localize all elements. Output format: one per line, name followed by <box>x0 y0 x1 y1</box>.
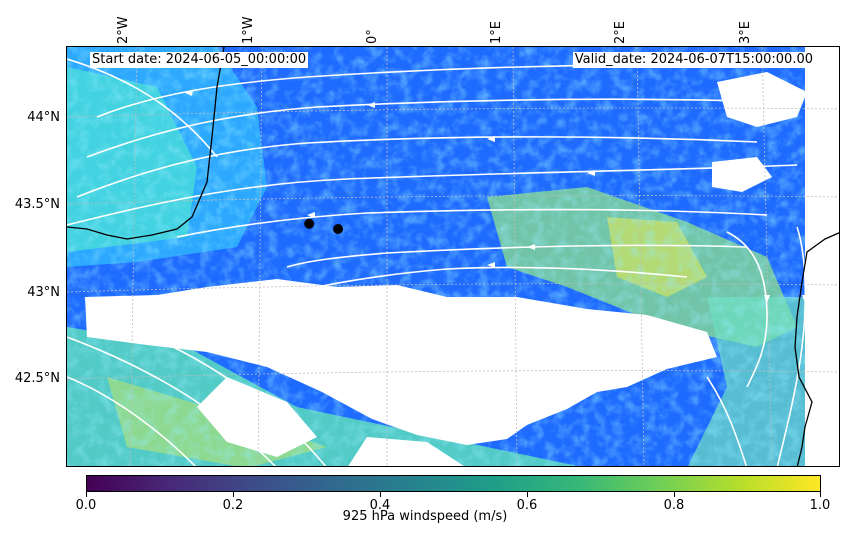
colorbar-tick <box>233 492 234 497</box>
streamline-10 <box>67 58 218 158</box>
colorbar-title: 925 hPa windspeed (m/s) <box>342 509 508 524</box>
colorbar-tick <box>674 492 675 497</box>
windspeed-map <box>67 47 839 466</box>
streamline-9 <box>776 226 807 466</box>
streamline-arrows <box>185 90 808 409</box>
no-data-mask-east-edge <box>805 47 839 466</box>
streamline-8 <box>726 231 768 388</box>
streamline-arrow <box>487 262 495 268</box>
lon-tick-3e: 3°E <box>738 21 753 44</box>
location-marker-2 <box>333 224 344 234</box>
colorbar <box>86 475 821 492</box>
colorbar-label-1: 1.0 <box>809 498 831 513</box>
streamline-7 <box>316 266 688 288</box>
streamline-arrow <box>802 295 808 303</box>
streamline-11 <box>67 336 277 466</box>
lat-tick-44n: 44°N <box>27 110 60 125</box>
no-data-mask-northeast <box>717 72 807 127</box>
lon-tick-1w: 1°W <box>241 16 256 44</box>
no-data-mask-pyrenees <box>85 279 717 445</box>
streamline-5 <box>176 208 768 238</box>
start-date-label: Start date: 2024-06-05_00:00:00 <box>90 52 309 68</box>
streamline-14 <box>706 376 748 466</box>
streamline-arrow <box>185 90 193 96</box>
no-data-mask-south <box>197 377 317 457</box>
streamline-2 <box>86 98 788 158</box>
colorbar-label-0-8: 0.8 <box>663 498 685 513</box>
streamline-12 <box>126 326 327 466</box>
streamline-13 <box>67 376 197 466</box>
map-panel: Start date: 2024-06-05_00:00:00 Valid_da… <box>66 46 840 467</box>
lat-tick-42-5n: 42.5°N <box>14 371 60 386</box>
streamline-arrow <box>587 170 595 176</box>
lon-tick-0: 0° <box>365 29 380 44</box>
coastline-east <box>794 232 839 466</box>
streamline-4 <box>67 164 798 226</box>
streamline-6 <box>286 244 748 268</box>
coastlines <box>67 47 839 466</box>
streamline-arrow <box>764 295 770 303</box>
no-data-mask-south-2 <box>348 437 464 466</box>
lon-tick-2w: 2°W <box>116 16 131 44</box>
colorbar-tick <box>820 492 821 497</box>
colorbar-label-0-4: 0.4 <box>369 498 391 513</box>
streamline-arrow <box>227 402 234 409</box>
lat-tick-43n: 43°N <box>27 285 60 300</box>
lon-tick-2e: 2°E <box>613 21 628 44</box>
location-marker-1 <box>304 218 315 229</box>
lon-tick-1e: 1°E <box>489 21 504 44</box>
colorbar-label-0: 0.0 <box>75 498 97 513</box>
colorbar-tick <box>86 492 87 497</box>
colorbar-label-0-2: 0.2 <box>222 498 244 513</box>
colorbar-tick <box>527 492 528 497</box>
colorbar-label-0-6: 0.6 <box>516 498 538 513</box>
colorbar-tick <box>380 492 381 497</box>
coastline-west <box>67 47 225 240</box>
streamline-arrow <box>487 136 495 142</box>
streamline-arrow <box>307 212 315 218</box>
valid-date-label: Valid_date: 2024-06-07T15:00:00.00 <box>572 52 815 68</box>
streamline-arrow <box>367 102 375 108</box>
lat-tick-43-5n: 43.5°N <box>14 197 60 212</box>
streamline-3 <box>76 136 758 198</box>
streamline-arrow <box>527 244 535 250</box>
